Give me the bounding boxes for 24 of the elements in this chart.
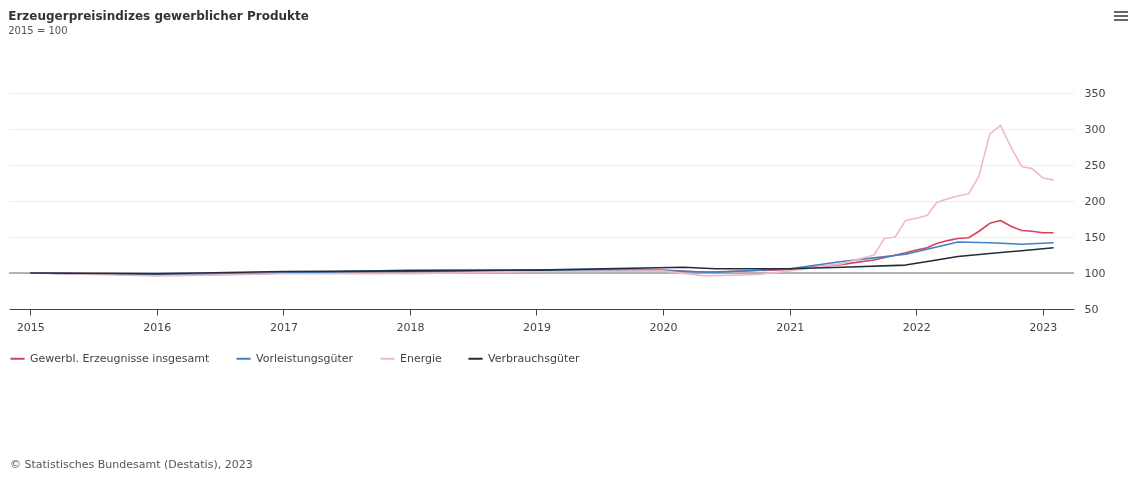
y-tick-label: 100 — [1084, 266, 1106, 280]
legend-label: Verbrauchsgüter — [488, 351, 580, 365]
chart-subtitle: 2015 = 100 — [8, 25, 68, 36]
x-tick-label: 2016 — [143, 320, 172, 334]
x-tick-label: 2023 — [1029, 320, 1058, 334]
x-tick-label: 2018 — [396, 320, 425, 334]
x-tick-label: 2021 — [776, 320, 805, 334]
x-tick-label: 2022 — [902, 320, 931, 334]
y-tick-label: 200 — [1084, 194, 1106, 208]
legend-label: Gewerbl. Erzeugnisse insgesamt — [30, 351, 211, 365]
y-tick-label: 350 — [1084, 86, 1106, 100]
legend-label: Vorleistungsgüter — [256, 351, 354, 365]
y-tick-label: 300 — [1084, 122, 1106, 136]
legend-label: Energie — [400, 351, 443, 365]
x-tick-label: 2020 — [649, 320, 678, 334]
y-tick-label: 150 — [1084, 230, 1106, 244]
line-series — [29, 247, 1055, 275]
y-tick-label: 50 — [1084, 302, 1099, 316]
text: © Statistisches Bundesamt (Destatis), 2023 — [10, 458, 253, 471]
x-tick-label: 2019 — [522, 320, 551, 334]
x-tick-label: 2015 — [16, 320, 45, 334]
y-tick-label: 250 — [1084, 158, 1106, 172]
chart-title: Erzeugerpreisindizes gewerblicher Produkte — [8, 9, 309, 23]
x-tick-label: 2017 — [269, 320, 298, 334]
